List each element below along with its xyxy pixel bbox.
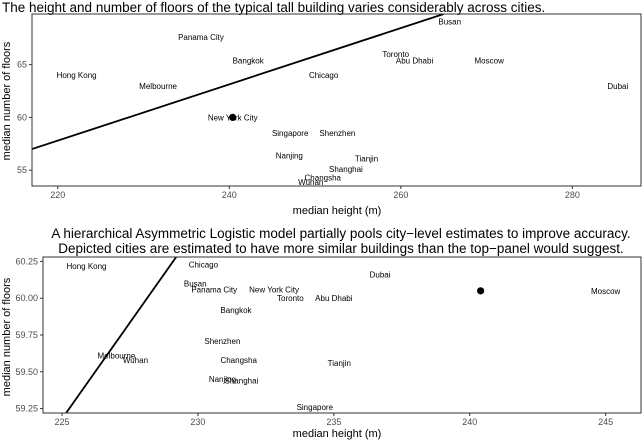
top-city-label: Melbourne [139,82,177,91]
bottom-y-tick-label: 60.00 [15,293,38,303]
top-x-tick-label: 260 [393,190,408,200]
bottom-panel-border [42,256,642,414]
top-x-tick-label: 220 [50,190,65,200]
top-city-label: Hong Kong [57,71,97,80]
bottom-city-label: Melbourne [97,352,135,361]
top-panel-border [31,13,642,187]
bottom-city-label: Toronto [277,294,304,303]
bottom-city-label: Dubai [370,271,391,280]
bottom-y-axis-label: median number of floors [1,277,13,396]
top-city-label: Singapore [272,129,309,138]
bottom-city-label: Panama City [191,285,237,294]
bottom-city-label: Nanjing [209,375,236,384]
top-city-label: Shenzhen [319,129,355,138]
top-city-label: Nanjing [276,151,303,160]
bottom-y-tick-label: 59.75 [15,330,38,340]
top-y-tick-label: 60 [17,112,27,122]
bottom-city-label: Abu Dhabi [315,294,353,303]
bottom-city-label: Moscow [591,287,621,296]
top-x-tick-label: 240 [222,190,237,200]
top-city-label: Shanghai [329,165,363,174]
bottom-y-tick-label: 60.25 [15,256,38,266]
top-plot-area: Busan Panama City Toronto Bangkok Abu Dhabi M… [32,14,629,187]
bottom-city-label: Chicago [189,260,219,269]
bottom-highlight-point [477,287,485,295]
bottom-city-label: Changsha [220,356,257,365]
bottom-city-label: New York City [249,285,299,294]
bottom-fit-line [65,257,177,413]
bottom-y-tick-label: 59.50 [15,367,38,377]
bottom-x-tick-label: 240 [462,417,477,427]
top-city-label: Bangkok [233,56,265,65]
top-city-label: Abu Dhabi [396,56,434,65]
top-city-label: Panama City [178,33,224,42]
top-x-axis-label: median height (m) [293,205,382,217]
bottom-x-tick-label: 235 [326,417,341,427]
top-fit-line [32,14,444,150]
top-city-label: Busan [438,17,461,26]
bottom-city-label: Singapore [297,403,334,412]
bottom-x-axis-label: median height (m) [293,428,382,440]
bottom-x-tick-label: 245 [598,417,613,427]
bottom-city-label: Wuhan [123,356,148,365]
bottom-x-tick-label: 230 [190,417,205,427]
bottom-panel-title-line-2: Depicted cities are estimated to have mo… [58,241,623,256]
top-city-label: Wuhan [298,178,323,187]
bottom-x-tick-label: 225 [55,417,70,427]
top-y-tick-label: 55 [17,165,27,175]
bottom-panel-title-line-1: A hierarchical Asymmetric Logistic model… [51,226,630,241]
bottom-city-label: Shenzhen [204,337,240,346]
top-city-label: Moscow [475,56,505,65]
top-city-label: Changsha [305,174,342,183]
top-highlight-point [229,113,237,122]
top-y-tick-label: 65 [17,60,27,70]
bottom-city-label: Busan [184,279,207,288]
top-x-tick-label: 280 [565,190,580,200]
bottom-city-label: Bangkok [220,306,252,315]
bottom-city-label: Tianjin [328,359,351,368]
top-city-label: Chicago [309,71,339,80]
top-panel: The height and number of floors of the t… [1,0,642,217]
bottom-city-label: Hong Kong [66,262,106,271]
bottom-city-label: Shanghai [225,377,259,386]
top-city-label: Dubai [607,82,628,91]
bottom-panel: A hierarchical Asymmetric Logistic model… [1,226,642,440]
top-city-label: Tianjin [355,155,378,164]
top-panel-title: The height and number of floors of the t… [2,0,545,15]
top-y-axis-label: median number of floors [1,41,13,160]
bottom-y-tick-label: 59.25 [15,404,38,414]
top-city-label: Toronto [382,50,409,59]
